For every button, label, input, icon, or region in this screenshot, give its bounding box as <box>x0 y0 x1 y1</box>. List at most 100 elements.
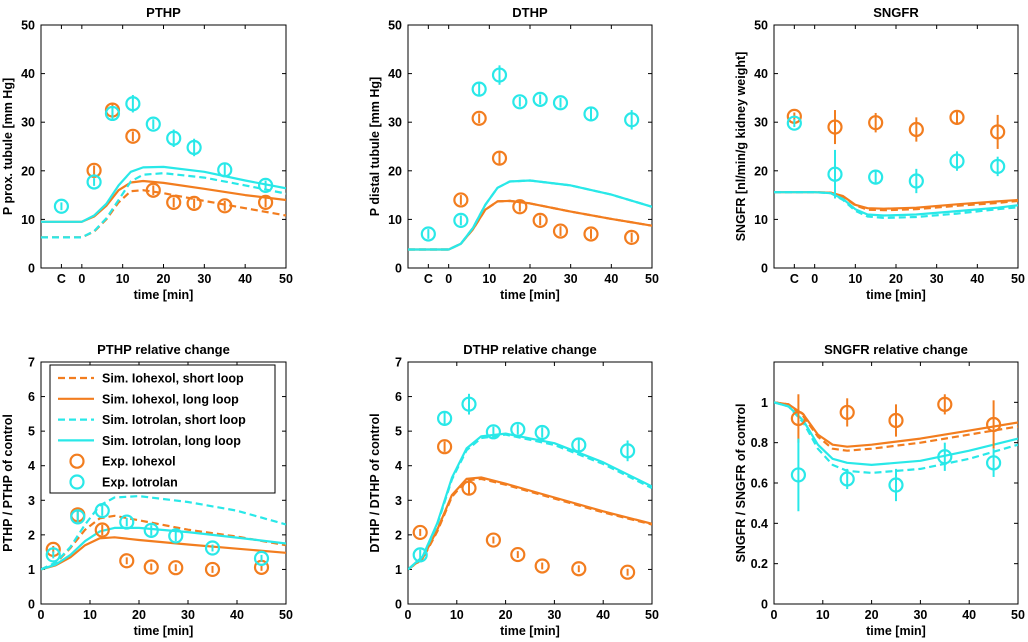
marker-circle <box>571 561 587 577</box>
marker-circle <box>186 139 202 156</box>
marker-circle <box>104 105 121 122</box>
exp-marker-iotrolan <box>908 168 924 194</box>
marker-circle <box>412 547 428 563</box>
marker-circle <box>571 437 587 453</box>
marker-circle <box>491 150 508 166</box>
sim-line-iohexol-short-loop <box>41 189 286 239</box>
y-tick-label: 30 <box>388 116 402 130</box>
legend-marker <box>69 453 85 469</box>
marker-circle <box>461 480 477 496</box>
marker-circle <box>453 212 469 228</box>
x-tick-label: 40 <box>230 608 244 622</box>
exp-marker-iotrolan <box>204 540 221 556</box>
x-tick-label: C <box>790 272 799 286</box>
exp-marker-iotrolan <box>624 110 640 130</box>
exp-marker-iotrolan <box>186 138 202 157</box>
marker-circle <box>168 528 184 544</box>
x-tick-label: 40 <box>596 608 610 622</box>
x-tick-label: 0 <box>811 272 818 286</box>
marker-circle <box>790 410 807 427</box>
y-tick-label: 20 <box>21 164 35 178</box>
x-tick-label: 50 <box>279 608 293 622</box>
chart-title: DTHP relative change <box>463 342 596 357</box>
legend-entry: Sim. Iotrolan, long loop <box>58 434 241 448</box>
plot-frame <box>40 361 287 605</box>
exp-marker-iotrolan <box>104 105 121 122</box>
legend-entry: Sim. Iotrolan, short loop <box>58 413 246 427</box>
x-tick-label: 50 <box>279 272 293 286</box>
y-tick-label: 3 <box>395 494 402 508</box>
plot-frame <box>773 24 1019 269</box>
exp-marker-iohexol <box>624 229 640 245</box>
marker-circle <box>119 553 135 569</box>
marker-circle <box>839 471 855 487</box>
y-tick-label: 50 <box>754 19 768 33</box>
x-axis-label: time [min] <box>134 624 194 638</box>
marker-circle <box>143 559 159 575</box>
exp-marker-iohexol <box>868 112 884 133</box>
x-tick-label: 0 <box>405 608 412 622</box>
y-axis-label: P distal tubule [mm Hg] <box>368 77 382 216</box>
legend-label: Sim. Iotrolan, short loop <box>102 413 246 427</box>
y-axis-label: P prox. tubule [mm Hg] <box>1 78 15 215</box>
legend-label: Exp. Iotrolan <box>102 476 178 490</box>
sim-line-iotrolan-long-loop <box>774 191 1018 217</box>
marker-circle <box>786 115 802 131</box>
exp-marker-iohexol <box>790 394 807 443</box>
exp-marker-iotrolan <box>510 421 526 438</box>
sim-line-iohexol-long-loop <box>41 179 286 223</box>
sim-line-iotrolan-long-loop <box>408 432 652 571</box>
exp-marker-iohexol <box>512 199 528 215</box>
exp-marker-iohexol <box>94 522 110 538</box>
legend-entry: Exp. Iotrolan <box>69 474 178 490</box>
marker-circle <box>420 226 436 242</box>
marker-circle <box>908 173 924 189</box>
sim-line-iotrolan-short-loop <box>41 172 286 239</box>
x-tick-label: 0 <box>771 608 778 622</box>
marker-circle <box>624 229 640 245</box>
marker-circle <box>412 524 428 541</box>
sim-line-iotrolan-short-loop <box>41 495 286 571</box>
exp-marker-iotrolan <box>94 503 110 519</box>
sim-line-iohexol-short-loop <box>408 199 652 251</box>
marker-circle <box>868 169 884 185</box>
exp-marker-iotrolan <box>461 393 477 415</box>
legend-label: Sim. Iotrolan, long loop <box>102 434 241 448</box>
marker-circle <box>839 404 855 421</box>
marker-circle <box>534 424 550 441</box>
y-tick-label: 50 <box>21 19 35 33</box>
exp-marker-iotrolan <box>86 174 102 190</box>
marker-circle <box>888 477 904 493</box>
marker-circle <box>624 112 640 128</box>
x-tick-label: 20 <box>132 608 146 622</box>
marker-circle <box>166 194 182 210</box>
exp-marker-iohexol <box>471 110 487 126</box>
marker-circle <box>485 424 501 440</box>
y-axis-label: SNGFR [nl/min/g kidney weight] <box>734 52 748 242</box>
marker-circle <box>86 174 102 190</box>
exp-marker-iotrolan <box>125 94 141 113</box>
y-tick-label: 20 <box>754 164 768 178</box>
chart-title: SNGFR <box>873 5 919 20</box>
exp-marker-iotrolan <box>839 468 855 490</box>
exp-marker-iotrolan <box>453 212 469 228</box>
exp-marker-iohexol <box>166 194 182 210</box>
exp-marker-iotrolan <box>53 198 70 214</box>
marker-circle <box>534 558 550 574</box>
exp-marker-iohexol <box>453 192 469 208</box>
x-tick-label: 40 <box>962 608 976 622</box>
marker-circle <box>949 109 965 125</box>
marker-circle <box>453 192 469 208</box>
marker-circle <box>619 443 636 459</box>
exp-marker-iotrolan <box>571 437 587 453</box>
exp-marker-iohexol <box>839 398 855 427</box>
y-tick-label: 4 <box>28 459 35 473</box>
x-tick-label: 0 <box>445 272 452 286</box>
legend-label: Sim. Iohexol, short loop <box>102 372 244 386</box>
y-tick-label: 10 <box>21 213 35 227</box>
marker-circle <box>619 564 636 580</box>
exp-marker-iotrolan <box>619 440 636 462</box>
marker-circle <box>532 212 548 228</box>
exp-marker-iotrolan <box>786 115 802 131</box>
